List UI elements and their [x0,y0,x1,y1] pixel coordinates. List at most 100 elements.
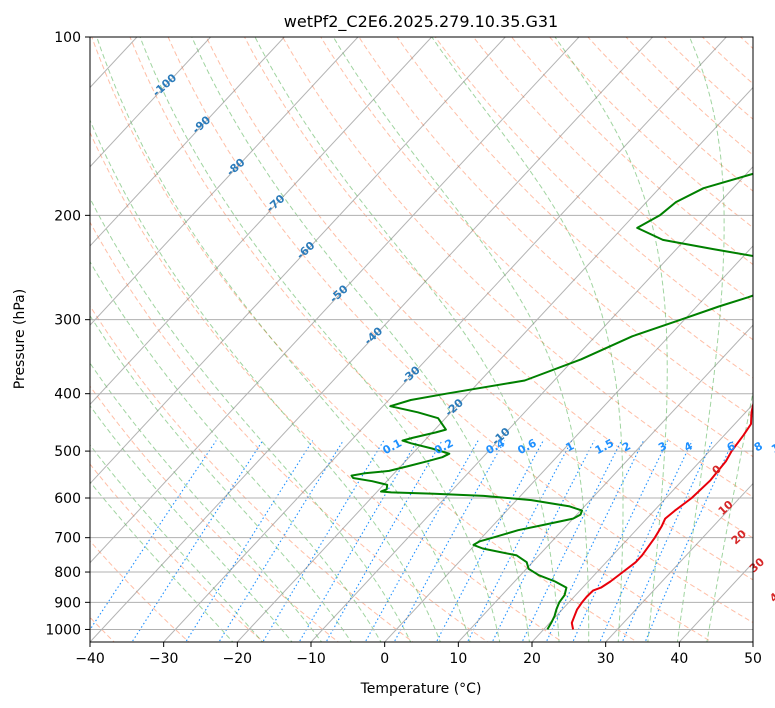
moist-adiabat [90,444,264,642]
dry-adiabat [358,37,753,418]
profile-series [350,172,753,630]
y-tick-label: 700 [54,531,81,547]
y-tick-label: 200 [54,208,81,224]
mixing-ratio-line [298,440,418,642]
mixing-ratio-line [621,440,714,642]
x-tick-label: −10 [296,651,326,667]
y-tick-label: 900 [54,595,81,611]
temperature-line [570,400,753,630]
mixing-ratio-line [466,440,573,642]
dry-adiabat [90,131,564,642]
isotherm [90,37,580,564]
mixing-ratio-line [364,440,479,642]
mixing-ratio-label: 10 [769,437,775,456]
isotherm [90,37,285,247]
dry-adiabat [282,37,753,498]
mixing-ratio-line [521,440,622,642]
chart-title: wetPf2_C2E6.2025.279.10.35.G31 [284,12,558,32]
x-tick-label: −30 [149,651,179,667]
isotherm [457,324,753,642]
mixing-ratio-label: 1.5 [593,436,616,457]
dry-adiabat [396,37,753,379]
mixing-ratio-line [90,440,217,631]
dry-adiabat [243,37,753,539]
y-tick-label: 300 [54,313,81,329]
dry-adiabat [90,221,489,642]
moist-adiabat [706,389,753,642]
moist-adiabat [431,37,624,642]
plot-frame [89,36,754,643]
dry-adiabat [764,24,775,645]
moist-adiabat [90,404,293,642]
y-tick-label: 400 [54,387,81,403]
isotherm [0,24,2,645]
moist-adiabat [90,197,412,642]
isotherm [90,37,654,642]
x-tick-label: 40 [670,651,688,667]
mixing-ratio-line [185,440,314,642]
mixing-ratio-line [572,440,669,642]
y-tick-label: 600 [54,491,81,507]
isotherm [90,37,359,326]
mixing-ratio-label: 0.1 [381,436,404,457]
x-tick-label: −20 [223,651,253,667]
isotherm [90,37,433,406]
isotherm [236,86,753,642]
mixing-ratio-label: 0.6 [515,436,539,457]
theta-label: 10 [716,498,736,518]
isotherm [162,37,727,642]
isopleth-labels: -100-90-80-70-60-50-40-30-20-100.1 0.2 0.4… [150,71,775,605]
x-tick-label: −40 [75,651,105,667]
isotherm [531,403,753,642]
dry-adiabat [434,37,753,341]
dry-adiabat [205,37,753,581]
mixing-ratio-label: 4 [682,439,695,454]
mixing-ratio-label: 8 [752,439,765,454]
mixing-ratio-line [393,440,506,642]
theta-label: 20 [729,527,749,547]
dry-adiabat [90,463,265,642]
isotherm [310,165,753,642]
isotherm [90,37,506,485]
y-tick-label: 500 [54,444,81,460]
mixing-ratio-line [218,440,344,642]
dry-adiabat [90,385,340,642]
mixing-ratio-label: 0.2 [432,436,455,457]
y-tick-label: 1000 [45,622,81,638]
background-lines [0,24,775,645]
moist-adiabat [90,314,352,642]
x-tick-label: 0 [380,651,389,667]
dry-adiabat [472,37,753,303]
dry-adiabat [90,540,190,642]
dry-adiabat [701,37,753,85]
dry-adiabat [663,37,753,120]
axes: −40 −30 −20 −10 0 10 20 30 40 50 100 200 300 400 500 60… [45,30,762,667]
mixing-ratio-line [599,440,693,642]
mixing-ratio-line [491,440,595,642]
x-tick-label: 30 [597,651,615,667]
isotherm [90,37,212,168]
mixing-ratio-line [644,440,734,642]
y-tick-label: 100 [54,30,81,46]
x-tick-label: 50 [744,651,762,667]
x-tick-label: 10 [449,651,467,667]
pressure-gridlines [90,37,753,630]
dry-adiabat [91,37,638,642]
isotherm [752,641,753,642]
moist-adiabat [554,37,668,642]
dewpoint-line [350,172,753,630]
x-axis-title: Temperature (°C) [360,681,482,697]
moist-adiabat [139,37,501,642]
theta-label: 40 [767,585,775,605]
mixing-ratio-line [131,440,264,642]
mixing-ratio-line [262,440,385,642]
moist-adiabat [254,37,560,642]
dry-adiabat [549,37,753,229]
mixing-ratio-line [325,440,443,642]
dry-adiabat [129,37,713,642]
isotherm [604,482,753,642]
moist-adiabat [96,37,471,642]
moist-adiabat [90,260,382,642]
x-tick-label: 20 [523,651,541,667]
